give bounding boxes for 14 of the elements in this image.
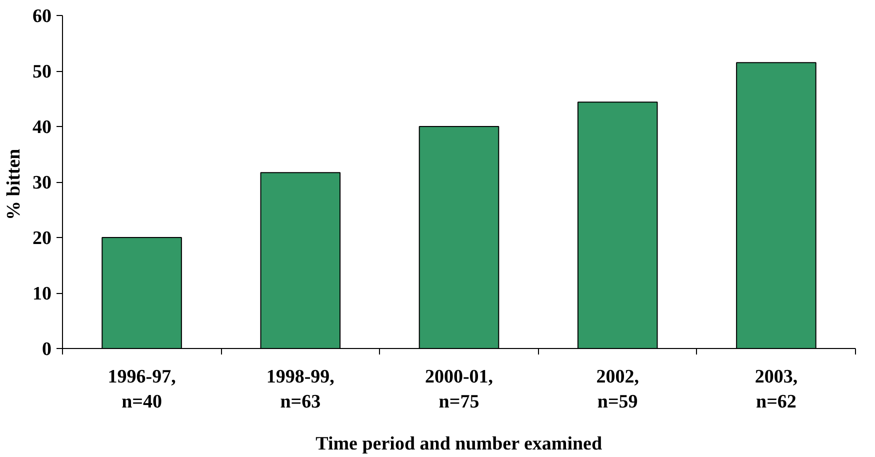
x-tick-label: 1998-99, n=63 [266, 366, 335, 413]
y-tick-label: 40 [32, 117, 52, 138]
y-tick-label: 0 [42, 339, 52, 360]
x-tick-label: 1996-97, n=40 [108, 366, 176, 413]
x-tick-label: 2002, n=59 [596, 366, 640, 413]
y-tick-label: 60 [32, 6, 52, 27]
x-tick-label: 2003, n=62 [754, 366, 798, 413]
y-tick-label: 20 [32, 228, 52, 249]
x-tick-label: 2000-01, n=75 [424, 366, 494, 413]
y-tick-label: 10 [32, 284, 52, 304]
y-tick-label: 50 [32, 62, 52, 82]
x-axis-title: Time period and number examined [316, 434, 602, 455]
y-tick-label: 30 [32, 172, 52, 194]
y-axis-title: % bitten [4, 148, 24, 220]
